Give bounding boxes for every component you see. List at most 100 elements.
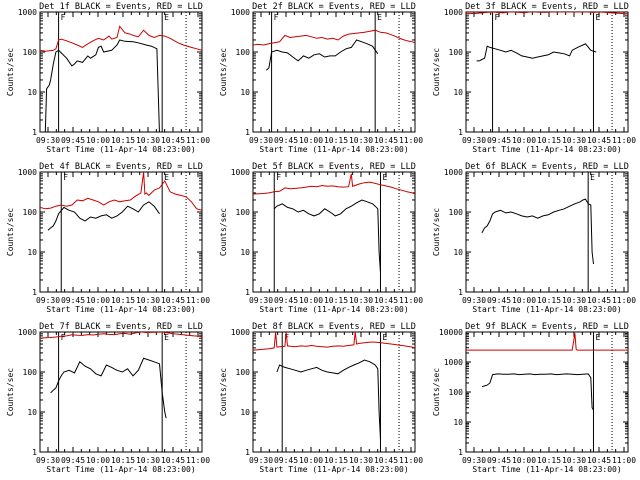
chart-title: Det 1f BLACK = Events, RED = LLD: [39, 2, 203, 12]
chart-title: Det 6f BLACK = Events, RED = LLD: [465, 162, 629, 172]
x-tick-label: 11:00: [612, 456, 636, 465]
x-tick-label: 10:00: [86, 296, 110, 305]
x-tick-label: 09:45: [61, 296, 85, 305]
plot-frame: [252, 331, 416, 453]
y-axis-label: Counts/sec: [6, 208, 15, 256]
x-tick-label: 11:00: [399, 456, 423, 465]
x-tick-label: 09:45: [274, 296, 298, 305]
series-line-events: [273, 199, 381, 273]
y-axis-label: Counts/sec: [219, 208, 228, 256]
y-tick-label: 1: [458, 288, 463, 297]
y-tick-label: 1000: [18, 8, 37, 17]
series-line-events: [481, 198, 594, 265]
y-axis-label: Counts/sec: [432, 368, 441, 416]
chart-panel-9: Det 9f BLACK = Events, RED = LLD 1 10 100 10…: [432, 322, 636, 474]
x-tick-label: 10:15: [537, 456, 561, 465]
flag-label: E: [377, 13, 382, 22]
series-line-lld: [40, 172, 202, 211]
x-axis-label: Start Time (11-Apr-14 08:23:00): [259, 465, 408, 474]
y-axis-label: Counts/sec: [6, 48, 15, 96]
y-tick-label: 100: [449, 48, 464, 57]
y-tick-label: 1: [245, 448, 250, 457]
y-tick-label: 1: [32, 128, 37, 137]
flag-label: E: [382, 333, 387, 342]
plot-frame: [465, 171, 629, 293]
x-axis-label: Start Time (11-Apr-14 08:23:00): [46, 145, 195, 154]
chart-title: Det 3f BLACK = Events, RED = LLD: [465, 2, 629, 12]
series-line-events: [47, 201, 160, 231]
y-tick-label: 10: [27, 408, 37, 417]
x-tick-label: 09:30: [36, 456, 60, 465]
series-line-lld: [253, 173, 415, 195]
x-tick-label: 10:00: [86, 456, 110, 465]
x-tick-label: 10:00: [299, 136, 323, 145]
y-tick-label: 1000: [18, 168, 37, 177]
flag-label: F: [276, 173, 281, 182]
y-tick-label: 1: [32, 288, 37, 297]
flag-label: F: [495, 13, 500, 22]
y-tick-label: 1000: [444, 8, 463, 17]
y-axis-label: Counts/sec: [219, 48, 228, 96]
chart-panel-5: Det 5f BLACK = Events, RED = LLD 1 10 100 10…: [219, 162, 423, 314]
flag-label: E: [164, 13, 169, 22]
x-tick-label: 09:30: [249, 296, 273, 305]
y-tick-label: 1: [245, 128, 250, 137]
series-line-events: [265, 39, 379, 71]
x-tick-label: 11:00: [399, 136, 423, 145]
x-tick-label: 09:30: [249, 456, 273, 465]
series-line-events: [481, 373, 594, 411]
x-tick-label: 11:00: [612, 136, 636, 145]
series-line-events: [50, 357, 167, 419]
x-tick-label: 10:15: [324, 456, 348, 465]
x-axis-label: Start Time (11-Apr-14 08:23:00): [472, 145, 621, 154]
x-tick-label: 11:00: [186, 296, 210, 305]
y-tick-label: 10000: [439, 328, 463, 337]
y-tick-label: 10: [240, 88, 250, 97]
x-tick-label: 11:00: [612, 296, 636, 305]
y-tick-label: 1000: [231, 328, 250, 337]
x-axis-label: Start Time (11-Apr-14 08:23:00): [472, 305, 621, 314]
x-tick-label: 11:00: [186, 456, 210, 465]
y-tick-label: 10: [453, 88, 463, 97]
x-tick-label: 10:30: [349, 456, 373, 465]
x-tick-label: 10:45: [587, 136, 611, 145]
series-line-events: [476, 43, 597, 62]
y-tick-label: 1000: [444, 358, 463, 367]
x-tick-label: 10:15: [324, 296, 348, 305]
y-tick-label: 100: [23, 208, 38, 217]
x-tick-label: 09:30: [249, 136, 273, 145]
y-tick-label: 10: [27, 88, 37, 97]
flag-label: E: [590, 173, 595, 182]
chart-panel-4: Det 4f BLACK = Events, RED = LLD 1 10 100 10…: [6, 162, 210, 314]
y-axis-label: Counts/sec: [6, 368, 15, 416]
series-line-lld: [466, 333, 628, 351]
flag-label: F: [63, 173, 68, 182]
chart-panel-1: Det 1f BLACK = Events, RED = LLD 1 10 100 10…: [6, 2, 210, 154]
y-tick-label: 10: [453, 418, 463, 427]
y-tick-label: 10: [453, 248, 463, 257]
y-tick-label: 100: [449, 208, 464, 217]
chart-title: Det 2f BLACK = Events, RED = LLD: [252, 2, 416, 12]
flag-label: F: [61, 333, 66, 342]
x-tick-label: 09:30: [462, 296, 486, 305]
x-axis-label: Start Time (11-Apr-14 08:23:00): [259, 305, 408, 314]
x-tick-label: 10:30: [136, 136, 160, 145]
x-tick-label: 10:45: [161, 136, 185, 145]
x-tick-label: 10:00: [299, 456, 323, 465]
x-tick-label: 09:45: [274, 136, 298, 145]
x-tick-label: 10:00: [86, 136, 110, 145]
y-tick-label: 100: [23, 48, 38, 57]
chart-panel-8: Det 8f BLACK = Events, RED = LLD 1 10 100 10…: [219, 322, 423, 474]
chart-panel-3: Det 3f BLACK = Events, RED = LLD 1 10 100 10…: [432, 2, 636, 154]
plot-frame: [252, 11, 416, 133]
plot-frame: [465, 11, 629, 133]
y-tick-label: 1000: [18, 328, 37, 337]
x-axis-label: Start Time (11-Apr-14 08:23:00): [259, 145, 408, 154]
plot-frame: [39, 171, 203, 293]
chart-title: Det 9f BLACK = Events, RED = LLD: [465, 322, 629, 332]
x-tick-label: 10:15: [537, 296, 561, 305]
x-tick-label: 10:15: [111, 296, 135, 305]
chart-panel-6: Det 6f BLACK = Events, RED = LLD 1 10 100 10…: [432, 162, 636, 314]
y-tick-label: 1: [458, 128, 463, 137]
